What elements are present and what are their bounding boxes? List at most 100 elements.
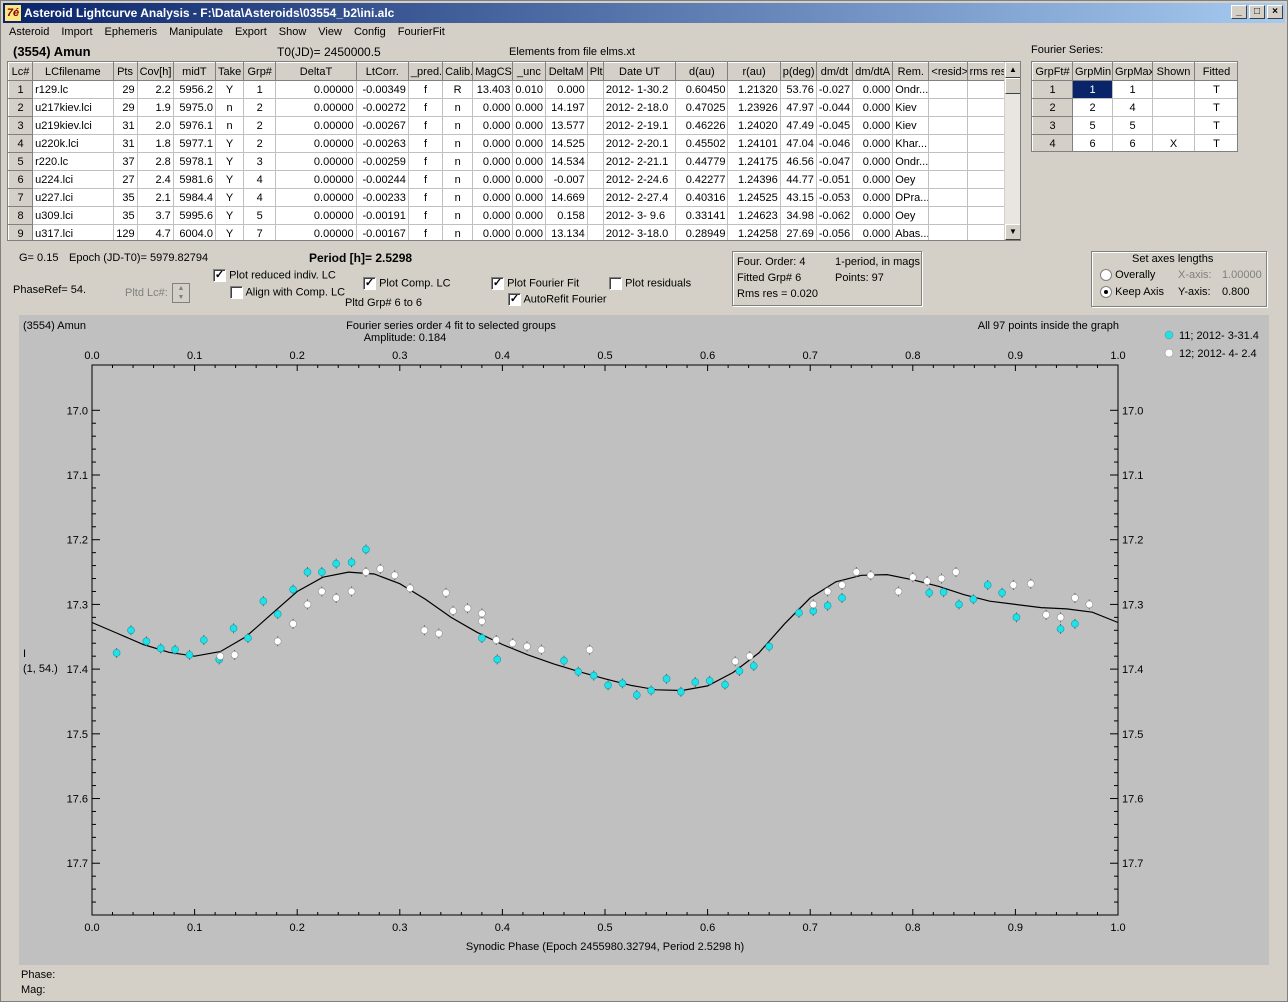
table-cell[interactable] bbox=[928, 134, 968, 153]
table-cell[interactable]: 47.04 bbox=[779, 134, 817, 153]
table-cell[interactable]: -0.053 bbox=[815, 188, 854, 207]
table-cell[interactable]: -0.00267 bbox=[355, 116, 409, 135]
minimize-button[interactable]: _ bbox=[1231, 5, 1247, 19]
fs-col-header[interactable]: GrpMax bbox=[1112, 62, 1153, 81]
row-header[interactable]: 1 bbox=[8, 80, 34, 99]
table-cell[interactable]: 0.00000 bbox=[275, 116, 357, 135]
table-cell[interactable]: Ondr... bbox=[892, 80, 930, 99]
table-cell[interactable]: 47.97 bbox=[779, 98, 817, 117]
pltd-lc-spinner[interactable]: ▲ ▼ bbox=[172, 283, 190, 303]
table-row[interactable]: 4 u220k.lci 31 1.8 5977.1 Y 2 0.00000 -0.00263 f n… bbox=[8, 134, 1007, 153]
table-cell[interactable]: 0.000 bbox=[472, 134, 514, 153]
table-cell[interactable]: Y bbox=[214, 80, 245, 99]
table-cell[interactable]: u309.lci bbox=[32, 206, 114, 225]
table-cell[interactable]: 2012- 2-20.1 bbox=[602, 134, 677, 153]
table-cell[interactable]: 47.49 bbox=[779, 116, 817, 135]
autorefit-checkbox[interactable]: ✓ AutoRefit Fourier bbox=[508, 293, 607, 306]
table-cell[interactable] bbox=[586, 224, 604, 240]
table-cell[interactable]: f bbox=[407, 152, 444, 171]
table-cell[interactable]: n bbox=[442, 134, 474, 153]
table-cell[interactable]: n bbox=[442, 170, 474, 189]
table-cell[interactable]: 13.577 bbox=[544, 116, 588, 135]
table-cell[interactable]: X bbox=[1152, 134, 1195, 151]
lc-col-header[interactable]: _pred. bbox=[407, 62, 444, 81]
table-cell[interactable]: 5995.6 bbox=[172, 206, 216, 225]
table-cell[interactable]: 43.15 bbox=[779, 188, 817, 207]
table-cell[interactable]: 0.000 bbox=[852, 98, 894, 117]
scroll-down-icon[interactable]: ▼ bbox=[1005, 224, 1020, 240]
fs-col-header[interactable]: GrpMin bbox=[1072, 62, 1113, 81]
menu-fourierfit[interactable]: FourierFit bbox=[397, 26, 445, 38]
table-cell[interactable]: n bbox=[442, 116, 474, 135]
table-cell[interactable]: 27 bbox=[112, 170, 138, 189]
table-cell[interactable]: 29 bbox=[112, 80, 138, 99]
lc-col-header[interactable]: _unc bbox=[512, 62, 546, 81]
table-cell[interactable]: f bbox=[407, 80, 444, 99]
table-cell[interactable]: Y bbox=[214, 152, 245, 171]
table-cell[interactable]: u317.lci bbox=[32, 224, 114, 240]
table-cell[interactable]: 0.000 bbox=[472, 188, 514, 207]
table-cell[interactable]: 3.7 bbox=[136, 206, 174, 225]
table-cell[interactable]: 1.24623 bbox=[727, 206, 781, 225]
table-cell[interactable]: n bbox=[442, 224, 474, 240]
table-cell[interactable]: 31 bbox=[112, 134, 138, 153]
table-cell[interactable]: 5977.1 bbox=[172, 134, 216, 153]
lc-col-header[interactable]: p(deg) bbox=[779, 62, 817, 81]
table-row[interactable]: 1 r129.lc 29 2.2 5956.2 Y 1 0.00000 -0.00349 f R 13… bbox=[8, 80, 1007, 99]
table-cell[interactable]: -0.045 bbox=[815, 116, 854, 135]
table-cell[interactable] bbox=[1152, 80, 1195, 99]
table-cell[interactable]: 37 bbox=[112, 152, 138, 171]
table-cell[interactable]: 0.000 bbox=[852, 224, 894, 240]
table-cell[interactable]: 5981.6 bbox=[172, 170, 216, 189]
title-bar[interactable]: 7é Asteroid Lightcurve Analysis - F:\Dat… bbox=[3, 3, 1285, 23]
table-cell[interactable] bbox=[966, 116, 1007, 135]
table-cell[interactable]: -0.046 bbox=[815, 134, 854, 153]
lc-col-header[interactable]: r(au) bbox=[727, 62, 781, 81]
table-cell[interactable]: 0.000 bbox=[512, 152, 546, 171]
table-cell[interactable]: 5956.2 bbox=[172, 80, 216, 99]
table-cell[interactable]: Abas... bbox=[892, 224, 930, 240]
table-cell[interactable]: 13.134 bbox=[544, 224, 588, 240]
table-cell[interactable]: Khar... bbox=[892, 134, 930, 153]
table-cell[interactable] bbox=[1152, 98, 1195, 117]
lc-col-header[interactable]: Plt bbox=[586, 62, 604, 81]
table-cell[interactable]: 0.000 bbox=[852, 188, 894, 207]
table-cell[interactable]: 0.000 bbox=[472, 206, 514, 225]
table-cell[interactable]: -0.00263 bbox=[355, 134, 409, 153]
table-cell[interactable]: 5 bbox=[243, 206, 277, 225]
scroll-thumb[interactable] bbox=[1005, 78, 1020, 94]
table-row[interactable]: 3 u219kiev.lci 31 2.0 5976.1 n 2 0.00000 -0.0026… bbox=[8, 116, 1007, 135]
plot-residuals-checkbox[interactable]: Plot residuals bbox=[609, 277, 691, 290]
table-cell[interactable]: -0.027 bbox=[815, 80, 854, 99]
table-cell[interactable]: 1.8 bbox=[136, 134, 174, 153]
table-cell[interactable]: 5 bbox=[1072, 116, 1113, 135]
table-cell[interactable]: 2.0 bbox=[136, 116, 174, 135]
maximize-button[interactable]: □ bbox=[1249, 5, 1265, 19]
table-cell[interactable]: 2.4 bbox=[136, 170, 174, 189]
fs-col-header[interactable]: GrpFt# bbox=[1032, 62, 1073, 81]
table-cell[interactable]: 2012- 2-24.6 bbox=[602, 170, 677, 189]
fs-col-header[interactable]: Fitted bbox=[1194, 62, 1237, 81]
lc-col-header[interactable]: Date UT bbox=[602, 62, 677, 81]
table-cell[interactable]: 4.7 bbox=[136, 224, 174, 240]
menu-view[interactable]: View bbox=[318, 26, 342, 38]
table-cell[interactable]: 2 bbox=[243, 116, 277, 135]
table-cell[interactable]: 14.197 bbox=[544, 98, 588, 117]
table-cell[interactable]: 13.403 bbox=[472, 80, 514, 99]
table-cell[interactable]: 31 bbox=[112, 116, 138, 135]
table-cell[interactable]: 2012- 3- 9.6 bbox=[602, 206, 677, 225]
table-cell[interactable]: 1.24101 bbox=[727, 134, 781, 153]
table-cell[interactable]: 0.46226 bbox=[675, 116, 729, 135]
row-header[interactable]: 9 bbox=[8, 224, 34, 240]
table-cell[interactable]: T bbox=[1194, 98, 1237, 117]
menu-asteroid[interactable]: Asteroid bbox=[9, 26, 50, 38]
table-cell[interactable]: -0.00244 bbox=[355, 170, 409, 189]
table-cell[interactable] bbox=[586, 116, 604, 135]
lc-col-header[interactable]: LCfilename bbox=[32, 62, 114, 81]
lc-col-header[interactable]: Take bbox=[214, 62, 245, 81]
table-cell[interactable]: 0.00000 bbox=[275, 224, 357, 240]
table-cell[interactable] bbox=[586, 98, 604, 117]
menu-import[interactable]: Import bbox=[61, 26, 93, 38]
table-cell[interactable]: f bbox=[407, 98, 444, 117]
